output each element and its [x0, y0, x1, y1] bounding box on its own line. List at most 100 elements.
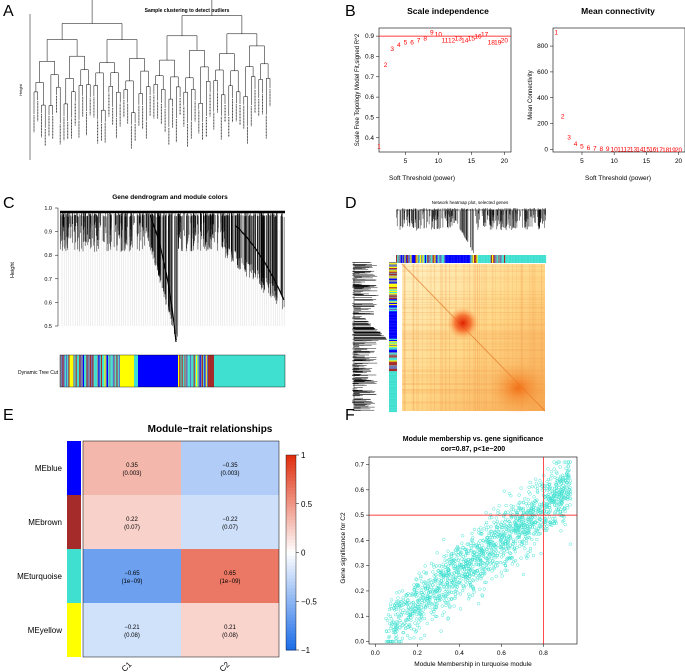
gene-point: [562, 460, 566, 464]
gene-point: [427, 578, 431, 583]
colorbar-step: [286, 510, 296, 514]
gene-point: [523, 497, 527, 501]
left-color-stripe: [389, 403, 397, 405]
gene-point: [415, 612, 419, 617]
gene-point: [553, 503, 557, 507]
gene-point: [549, 477, 553, 481]
x-tick-label: 15: [468, 158, 476, 165]
gene-point: [449, 582, 454, 586]
gene-dendrogram-ticks: 1.0 0.9 0.8 0.7 0.6 0.5: [44, 206, 58, 330]
gene-point: [442, 573, 446, 578]
y-tick-label: 0.6: [365, 94, 374, 101]
left-color-stripe: [389, 388, 397, 390]
module-row-label: MEblue: [35, 464, 63, 473]
power-point: 12: [623, 147, 631, 154]
module-stripe: [92, 355, 94, 387]
gene-point: [514, 523, 518, 527]
gene-point: [418, 611, 422, 615]
gene-point: [431, 607, 435, 611]
gene-point: [560, 514, 565, 518]
left-color-stripe: [389, 296, 397, 299]
gene-point: [527, 501, 531, 506]
top-color-stripe: [518, 255, 520, 263]
gene-point: [538, 524, 542, 528]
top-color-stripe: [415, 255, 417, 263]
gene-point: [513, 542, 518, 546]
module-stripe: [115, 355, 117, 387]
gene-point: [545, 502, 550, 506]
gene-point: [505, 537, 509, 541]
gene-point: [401, 596, 405, 600]
gene-point: [568, 503, 572, 507]
gene-point: [480, 543, 484, 547]
gene-point: [397, 639, 401, 644]
gene-point: [396, 615, 401, 620]
gene-point: [389, 626, 393, 630]
gene-point: [423, 584, 427, 588]
cell-pvalue: (0.003): [220, 471, 239, 477]
x-tick-label: 15: [643, 158, 651, 165]
power-point: 1: [554, 29, 558, 36]
gene-point: [423, 580, 427, 584]
gene-point: [507, 520, 512, 524]
gene-point: [528, 549, 532, 553]
x-tick-label: 10: [611, 158, 619, 165]
gene-point: [428, 590, 433, 594]
top-color-stripe: [508, 255, 511, 263]
gene-point: [483, 567, 487, 571]
colorbar-step: [286, 588, 296, 592]
power-point: 15: [468, 36, 476, 43]
gene-point: [514, 524, 518, 528]
gene-point: [414, 591, 418, 595]
top-color-stripe: [403, 255, 405, 263]
top-color-stripe: [472, 255, 475, 263]
gene-point: [456, 558, 461, 562]
colorbar-step: [286, 461, 296, 466]
gene-point: [486, 525, 491, 529]
y-tick-label: 600: [537, 69, 548, 76]
colorbar-step: [286, 555, 296, 560]
gene-point: [393, 608, 397, 612]
left-color-stripe: [389, 288, 397, 290]
top-color-stripe: [525, 255, 527, 263]
colorbar-step: [286, 539, 296, 544]
left-color-stripe: [389, 318, 397, 320]
y-tick-label: 200: [537, 121, 548, 128]
gene-point: [502, 489, 506, 493]
gene-point: [384, 639, 388, 644]
y-tick-label: 0.4: [365, 135, 374, 142]
gene-point: [471, 536, 475, 540]
left-color-stripe: [389, 362, 397, 365]
gene-point: [466, 564, 471, 568]
top-color-stripe: [450, 255, 452, 263]
left-color-stripe: [389, 328, 397, 330]
gene-point: [561, 479, 566, 484]
left-color-stripe: [389, 396, 397, 398]
left-color-stripe: [389, 280, 397, 282]
module-segment: [134, 355, 138, 387]
gene-point: [494, 549, 498, 553]
top-color-stripe: [470, 255, 472, 263]
colorbar-step: [286, 643, 296, 648]
c-y-tick-label: 0.8: [44, 253, 52, 259]
gene-point: [445, 581, 449, 585]
gene-point: [469, 544, 473, 548]
gene-point: [531, 501, 536, 506]
gene-point: [544, 528, 549, 532]
power-point: 10: [611, 146, 619, 153]
gene-point: [486, 542, 491, 547]
y-tick-label: 800: [537, 43, 548, 50]
gene-point: [565, 481, 569, 485]
module-stripe: [193, 355, 195, 387]
colorbar-step: [286, 477, 296, 482]
power-point: 7: [417, 38, 421, 45]
colorbar-step: [286, 464, 296, 469]
gene-point: [472, 551, 476, 555]
top-tree-branches: [396, 208, 546, 254]
gene-point: [535, 530, 540, 534]
module-stripe: [109, 355, 111, 387]
colorbar-step: [286, 646, 296, 651]
left-color-stripe: [389, 294, 397, 296]
panel-a-title: Sample clustering to detect outliers: [145, 8, 230, 14]
